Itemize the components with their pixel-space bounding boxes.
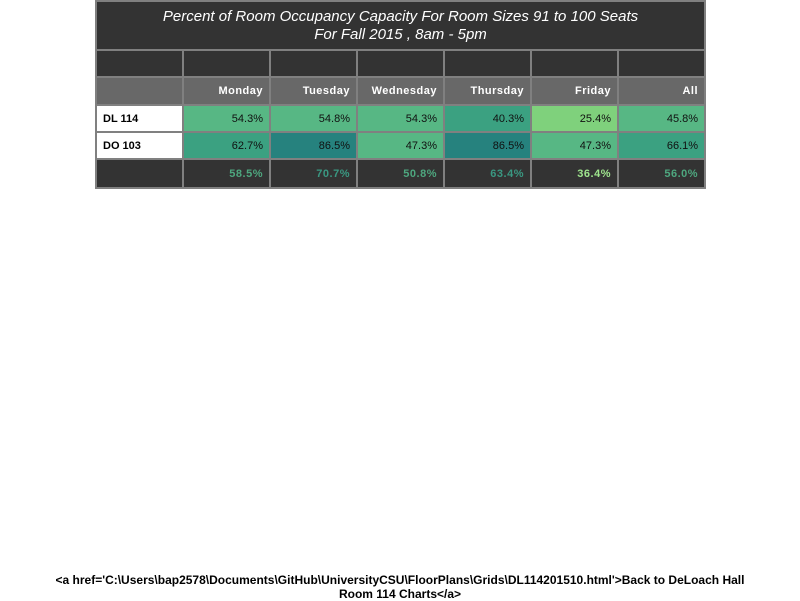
value-cell: 40.3% xyxy=(443,104,532,133)
value-cell: 86.5% xyxy=(443,131,532,160)
value-cell: 45.8% xyxy=(616,104,707,133)
value-cell: 47.3% xyxy=(530,131,619,160)
average-cell: 58.5% xyxy=(182,158,271,189)
corner-cell xyxy=(95,76,184,106)
back-link-text[interactable]: <a href='C:\Users\bap2578\Documents\GitH… xyxy=(0,573,800,601)
blank-cell xyxy=(356,49,445,78)
value-cell: 66.1% xyxy=(616,131,707,160)
blank-cell xyxy=(443,49,532,78)
column-header-monday: Monday xyxy=(182,76,271,106)
column-header-tuesday: Tuesday xyxy=(269,76,358,106)
average-cell: 63.4% xyxy=(443,158,532,189)
room-label: DO 103 xyxy=(95,131,184,160)
value-cell: 25.4% xyxy=(530,104,619,133)
value-cell: 54.3% xyxy=(356,104,445,133)
average-label-cell xyxy=(95,158,184,189)
value-cell: 54.8% xyxy=(269,104,358,133)
average-row: 58.5% 70.7% 50.8% 63.4% 36.4% 56.0% xyxy=(95,158,707,189)
column-header-thursday: Thursday xyxy=(443,76,532,106)
column-header-all: All xyxy=(616,76,707,106)
blank-cell xyxy=(530,49,619,78)
room-label: DL 114 xyxy=(95,104,184,133)
value-cell: 54.3% xyxy=(182,104,271,133)
blank-cell xyxy=(182,49,271,78)
value-cell: 62.7% xyxy=(182,131,271,160)
average-cell: 56.0% xyxy=(616,158,707,189)
value-cell: 47.3% xyxy=(356,131,445,160)
back-link-line2[interactable]: Room 114 Charts</a> xyxy=(338,587,462,601)
blank-cell xyxy=(95,49,184,78)
value-cell: 86.5% xyxy=(269,131,358,160)
column-header-row: Monday Tuesday Wednesday Thursday Friday… xyxy=(95,76,707,106)
column-header-wednesday: Wednesday xyxy=(356,76,445,106)
average-cell: 50.8% xyxy=(356,158,445,189)
average-cell: 70.7% xyxy=(269,158,358,189)
blank-cell xyxy=(616,49,707,78)
back-link-line1[interactable]: <a href='C:\Users\bap2578\Documents\GitH… xyxy=(55,573,745,587)
occupancy-table: Percent of Room Occupancy Capacity For R… xyxy=(94,0,707,189)
blank-header-row xyxy=(95,49,707,78)
column-header-friday: Friday xyxy=(530,76,619,106)
average-cell: 36.4% xyxy=(530,158,619,189)
table-row: DO 103 62.7% 86.5% 47.3% 86.5% 47.3% 66.… xyxy=(95,131,707,160)
table-row: DL 114 54.3% 54.8% 54.3% 40.3% 25.4% 45.… xyxy=(95,104,707,133)
chart-title-cell: Percent of Room Occupancy Capacity For R… xyxy=(94,0,707,51)
chart-subtitle: For Fall 2015 , 8am - 5pm xyxy=(314,25,487,43)
blank-cell xyxy=(269,49,358,78)
chart-title: Percent of Room Occupancy Capacity For R… xyxy=(162,7,639,25)
